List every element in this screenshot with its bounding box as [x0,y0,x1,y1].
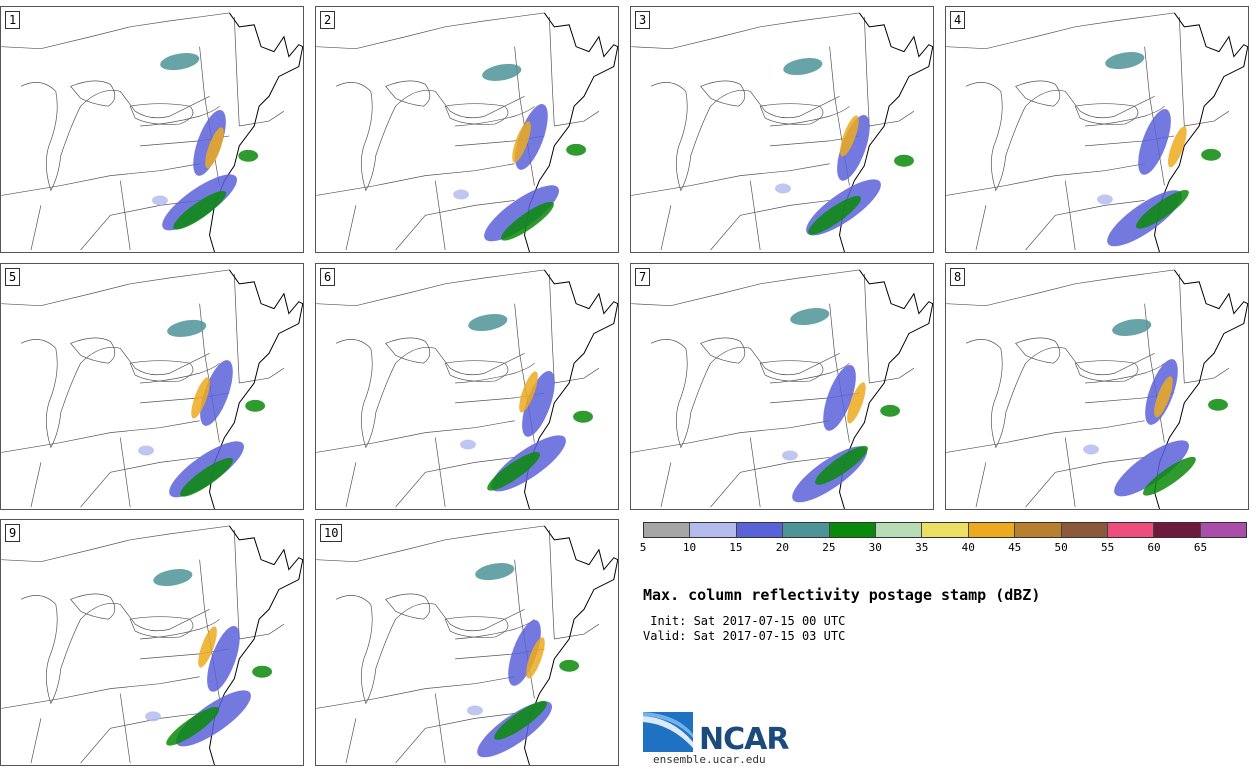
colorbar-ticks: 5 10 15 20 25 30 35 40 45 50 55 60 65 [639,538,1247,554]
ensemble-member-panel: 4 [945,6,1249,253]
colorbar-swatch [1200,523,1247,537]
colorbar-tick-label: 50 [1054,541,1068,554]
ensemble-member-panel: 7 [630,263,934,510]
colorbar-tick-label: 20 [775,541,789,554]
ensemble-member-panel: 10 [315,519,619,766]
member-number: 6 [320,268,336,286]
colorbar-tick-label: 15 [729,541,743,554]
ensemble-member-panel: 9 [0,519,304,766]
member-number: 5 [5,268,21,286]
reflectivity-map [316,269,618,509]
ncar-logo: NCAR [643,712,789,757]
ensemble-member-panel: 5 [0,263,304,510]
product-title: Max. column reflectivity postage stamp (… [643,586,1041,604]
colorbar-swatch [783,523,830,537]
member-number: 8 [950,268,966,286]
colorbar-swatch [1107,523,1155,537]
reflectivity-map [1,269,303,509]
colorbar-tick-label: 40 [961,541,975,554]
colorbar-swatch [968,523,1016,537]
reflectivity-map [1,12,303,252]
ensemble-member-panel: 1 [0,6,304,253]
colorbar-swatches [643,522,1247,538]
colorbar-swatch [690,523,737,537]
reflectivity-map [631,12,933,252]
ensemble-member-panel: 8 [945,263,1249,510]
member-number: 7 [635,268,651,286]
colorbar-tick-label: 35 [915,541,929,554]
init-time: Init: Sat 2017-07-15 00 UTC [643,614,846,628]
colorbar-swatch [875,523,923,537]
site-url: ensemble.ucar.edu [653,753,766,766]
colorbar-tick-label: 65 [1193,541,1208,554]
member-number: 4 [950,11,966,29]
colorbar-tick-label: 60 [1147,541,1161,554]
ncar-logo-text: NCAR [699,722,789,757]
reflectivity-map [946,269,1248,509]
colorbar-swatch [736,523,784,537]
reflectivity-map [316,12,618,252]
colorbar-tick-label: 10 [682,541,697,554]
colorbar-tick-label: 30 [868,541,882,554]
colorbar-tick-label: 45 [1008,541,1022,554]
reflectivity-map [946,12,1248,252]
colorbar-tick-label: 5 [639,541,647,554]
ensemble-member-panel: 2 [315,6,619,253]
ensemble-member-panel: 3 [630,6,934,253]
colorbar-tick-label: 55 [1100,541,1115,554]
member-number: 2 [320,11,336,29]
member-number: 3 [635,11,651,29]
colorbar-swatch [829,523,876,537]
colorbar-swatch [1061,523,1108,537]
colorbar-swatch [1015,523,1062,537]
reflectivity-map [631,269,933,509]
member-number: 10 [320,524,343,542]
colorbar-swatch [922,523,969,537]
ncar-logo-icon [643,712,693,752]
reflectivity-colorbar: 5 10 15 20 25 30 35 40 45 50 55 60 65 [639,522,1247,554]
reflectivity-map [316,525,618,765]
valid-time: Valid: Sat 2017-07-15 03 UTC [643,629,846,643]
member-number: 1 [5,11,21,29]
ensemble-member-panel: 6 [315,263,619,510]
member-number: 9 [5,524,21,542]
colorbar-swatch [1154,523,1201,537]
colorbar-swatch [644,523,691,537]
colorbar-tick-label: 25 [822,541,836,554]
reflectivity-map [1,525,303,765]
